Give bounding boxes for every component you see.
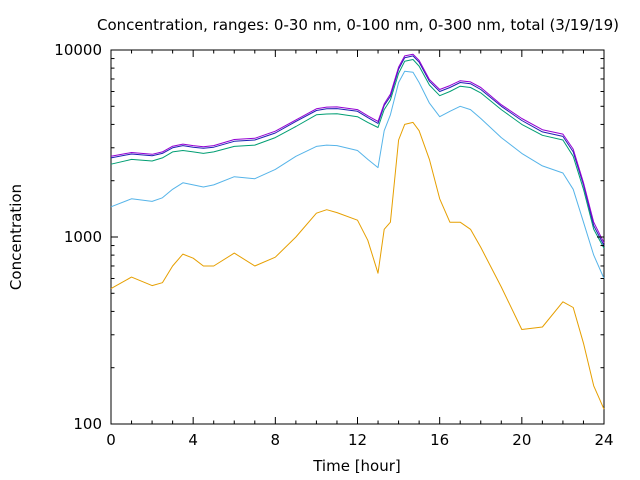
x-tick-label: 0 <box>106 431 116 449</box>
y-tick-label: 10000 <box>54 41 102 59</box>
x-tick-label: 8 <box>271 431 281 449</box>
x-tick-label: 4 <box>188 431 198 449</box>
x-tick-label: 24 <box>594 431 613 449</box>
y-tick-label: 1000 <box>64 228 102 246</box>
y-axis-label: Concentration <box>7 184 25 290</box>
y-tick-label: 100 <box>73 415 102 433</box>
x-tick-label: 12 <box>348 431 367 449</box>
x-tick-label: 20 <box>512 431 531 449</box>
plot-area-border <box>110 49 605 425</box>
chart-title: Concentration, ranges: 0-30 nm, 0-100 nm… <box>97 16 619 34</box>
series-line-4 <box>110 55 605 246</box>
series-group <box>110 53 605 410</box>
axis-ticks: 0 4 8 12 16 20 24 100 1000 10000 <box>54 41 613 449</box>
series-line-1 <box>110 121 605 410</box>
x-axis-label: Time [hour] <box>312 457 401 475</box>
series-line-3 <box>110 59 605 249</box>
series-line-5 <box>110 53 605 244</box>
series-line-2 <box>110 70 605 279</box>
x-tick-label: 16 <box>430 431 449 449</box>
